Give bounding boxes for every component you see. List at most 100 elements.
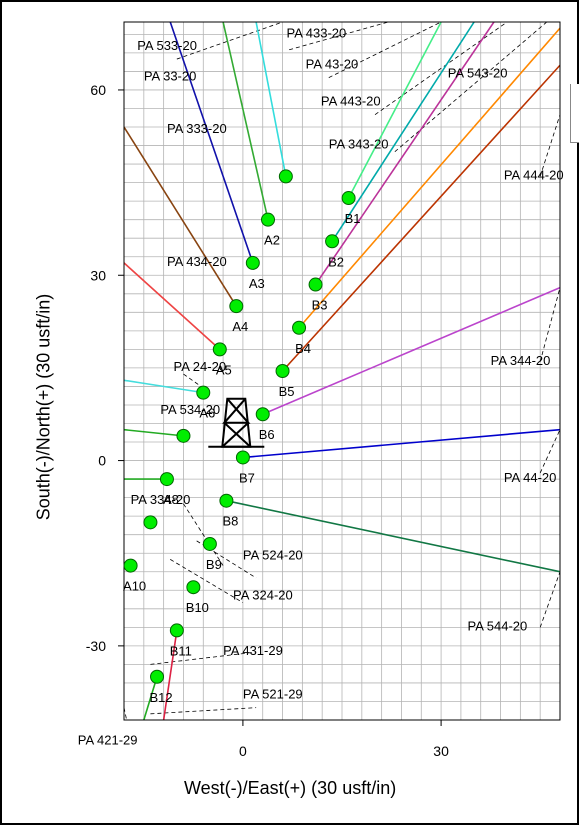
slot-label: B6 — [259, 427, 275, 442]
slot-marker — [123, 558, 138, 573]
slot-label: A5 — [216, 362, 232, 377]
well-name-label: PA 344-20 — [491, 353, 551, 368]
slot-marker — [278, 169, 293, 184]
slot-marker — [325, 234, 340, 249]
well-path — [124, 262, 221, 350]
dashed-leaders — [124, 22, 560, 720]
x-tick-label: 30 — [433, 743, 449, 759]
well-path — [143, 676, 158, 720]
x-tick-label: 0 — [239, 743, 247, 759]
dashed-leader-line — [539, 571, 560, 628]
y-axis-title: South(-)/North(+) (30 usft/in) — [33, 293, 54, 521]
well-name-label: PA 434-20 — [167, 254, 227, 269]
well-paths — [124, 22, 560, 720]
well-path — [124, 379, 204, 394]
well-name-label: PA 433-20 — [287, 25, 347, 40]
well-name-label: PA 44-20 — [504, 470, 557, 485]
slot-marker — [176, 428, 191, 443]
slot-marker — [308, 277, 323, 292]
dashed-leader-line — [170, 559, 244, 603]
dashed-leader-line — [196, 540, 257, 579]
well-name-label: PA 333-20 — [167, 121, 227, 136]
well-path — [347, 22, 442, 199]
slot-marker — [255, 407, 270, 422]
slot-marker — [212, 342, 227, 357]
slot-label: A4 — [232, 319, 248, 334]
y-tick-label: 60 — [90, 82, 106, 98]
y-tick-label: 0 — [98, 453, 106, 469]
well-name-label: PA 43-20 — [306, 56, 359, 71]
slot-marker — [202, 536, 217, 551]
well-name-label: PA 544-20 — [468, 618, 528, 633]
well-name-label: PA 444-20 — [504, 168, 564, 183]
well-name-label: PA 324-20 — [233, 588, 293, 603]
dashed-leader-line — [183, 373, 211, 393]
slot-label: B11 — [170, 643, 192, 658]
axes-box — [123, 21, 561, 721]
slot-marker — [261, 212, 276, 227]
dashed-leader-line — [539, 287, 560, 362]
dashed-leader-line — [539, 429, 560, 474]
slot-marker — [275, 364, 290, 378]
slot-marker — [150, 669, 165, 684]
slot-label: B4 — [295, 341, 311, 356]
slot-marker — [186, 580, 201, 595]
slot-marker — [159, 472, 174, 487]
well-path — [226, 499, 560, 573]
well-path — [314, 22, 495, 285]
well-path — [242, 428, 560, 459]
well-path — [124, 428, 184, 437]
slot-marker — [229, 299, 244, 314]
well-name-label: PA 534-20 — [160, 402, 220, 417]
slot-label: B7 — [239, 470, 255, 485]
dashed-leader-line — [150, 707, 257, 715]
well-path — [331, 22, 475, 242]
well-name-labels: PA 533-20 PA 433-20 PA 33-20 PA 43-20 PA 543… — [78, 25, 564, 747]
slot-label: B1 — [345, 211, 361, 226]
slot-marker — [235, 450, 250, 465]
slot-label: B5 — [279, 384, 295, 399]
well-path — [262, 286, 560, 415]
well-path — [298, 27, 560, 329]
well-path — [162, 630, 178, 720]
well-name-label: PA 24-20 — [174, 359, 227, 374]
slot-label: A6 — [199, 406, 215, 421]
well-name-label: PA 533-20 — [137, 38, 197, 53]
dashed-leader-line — [289, 22, 389, 51]
well-name-label: PA 33-20 — [144, 69, 197, 84]
slot-label: B3 — [312, 298, 328, 313]
y-tick-label: 30 — [90, 267, 106, 283]
well-path — [169, 22, 254, 264]
slot-marker — [219, 493, 234, 508]
derrick-icon — [208, 397, 265, 448]
x-axis-title: West(-)/East(+) (30 usft/in) — [184, 778, 397, 798]
well-name-label: PA 421-29 — [78, 733, 138, 748]
well-path — [222, 22, 269, 220]
slot-label: A3 — [249, 276, 265, 291]
slot-label: A10 — [123, 579, 146, 594]
dashed-leader-line — [150, 651, 257, 665]
dashed-leader-line — [539, 114, 560, 177]
dashed-leader-line — [374, 22, 508, 115]
well-name-label: PA 524-20 — [243, 547, 303, 562]
grid — [124, 22, 560, 720]
dashed-leader-line — [394, 22, 548, 153]
well-name-label: PA 521-29 — [243, 686, 303, 701]
well-name-label: PA 431-29 — [223, 643, 283, 658]
dashed-leader-line — [176, 22, 283, 60]
well-path — [255, 22, 287, 177]
well-path — [281, 64, 560, 372]
y-tick-label: -30 — [86, 638, 106, 654]
edge-tab — [570, 84, 579, 143]
slot-label: B12 — [149, 690, 172, 705]
slot-marker — [169, 623, 184, 638]
well-name-label: PA 343-20 — [329, 137, 389, 152]
slot-marker — [245, 255, 260, 270]
well-name-label: PA 443-20 — [321, 93, 381, 108]
slot-label: B9 — [206, 557, 222, 572]
slot-label: B10 — [186, 600, 209, 615]
slot-markers: A2 A3 A4 A5 A6 A8 A10 B1 B2 B3 B4 B5 B6 B7 B8 B9 B10 B11 B… — [123, 169, 361, 705]
slot-label: A8 — [163, 492, 179, 507]
slot-marker — [143, 515, 158, 530]
